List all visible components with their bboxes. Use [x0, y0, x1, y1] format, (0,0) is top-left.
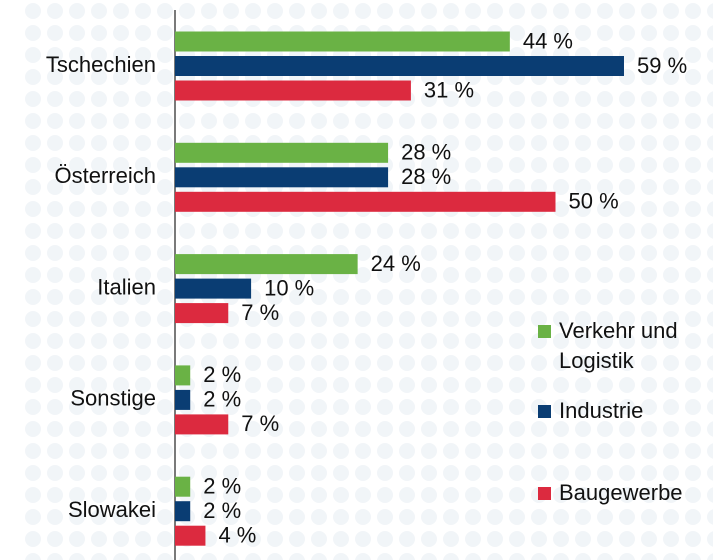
value-label: 4 %: [218, 523, 256, 548]
value-label: 7 %: [241, 300, 279, 325]
bar: [175, 167, 389, 188]
legend-swatch: [538, 405, 551, 418]
value-label: 7 %: [241, 411, 279, 436]
bar: [175, 389, 191, 410]
bar: [175, 56, 624, 76]
value-label: 2 %: [203, 387, 241, 412]
category-label: Österreich: [55, 163, 156, 188]
value-label: 2 %: [203, 498, 241, 523]
legend-item: Baugewerbe: [538, 478, 713, 508]
bar: [175, 303, 229, 324]
bar: [175, 278, 252, 299]
legend-swatch: [538, 325, 551, 338]
value-label: 28 %: [401, 140, 451, 165]
legend-item: Verkehr und Logistik: [538, 316, 713, 376]
value-label: 31 %: [424, 77, 474, 102]
value-label: 44 %: [523, 28, 573, 53]
value-label: 24 %: [371, 251, 421, 276]
bar: [175, 476, 191, 497]
legend-label: Industrie: [559, 398, 644, 423]
legend-swatch: [538, 487, 551, 500]
bar: [175, 142, 389, 163]
legend-item: Industrie: [538, 396, 713, 426]
category-label: Tschechien: [46, 52, 156, 77]
value-label: 59 %: [637, 53, 687, 78]
bar: [175, 191, 556, 212]
category-label: Italien: [97, 274, 156, 299]
value-label: 2 %: [203, 362, 241, 387]
bar: [175, 254, 358, 275]
value-label: 2 %: [203, 474, 241, 499]
value-label: 50 %: [569, 189, 619, 214]
bar: [175, 525, 206, 546]
bar: [175, 501, 191, 522]
bar: [175, 414, 229, 435]
bar: [175, 365, 191, 386]
value-label: 28 %: [401, 164, 451, 189]
legend-label: Baugewerbe: [559, 480, 683, 505]
category-label: Slowakei: [68, 497, 156, 522]
legend-label: Verkehr und Logistik: [559, 318, 678, 373]
category-label: Sonstige: [70, 386, 156, 411]
value-label: 10 %: [264, 275, 314, 300]
bar: [175, 31, 510, 52]
bar: [175, 80, 411, 101]
